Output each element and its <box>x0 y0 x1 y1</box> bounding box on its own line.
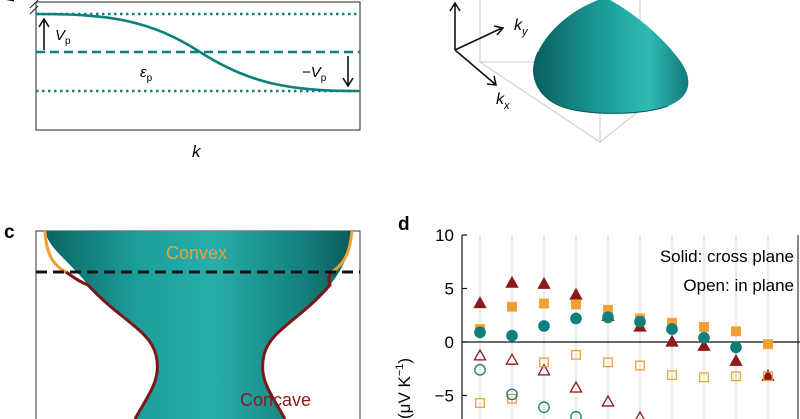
y-tick-label: 0 <box>445 333 454 352</box>
solid-square-point <box>699 322 709 332</box>
panel-a-k-axis-label: k <box>192 142 202 161</box>
open-circle-point <box>538 401 550 414</box>
label-eps-p: εp <box>140 64 153 84</box>
open-circle-point <box>474 363 486 376</box>
y-ticks: 10 5 0 −5 <box>435 226 467 406</box>
open-square-point <box>571 349 581 360</box>
legend-open: Open: in plane <box>683 276 794 295</box>
legend-solid: Solid: cross plane <box>660 247 794 266</box>
solid-square-point <box>571 299 581 310</box>
concave-label: Concave <box>240 390 311 410</box>
vp-up-arrow-icon <box>38 17 50 50</box>
open-square-point <box>635 360 645 371</box>
solid-triangle-point <box>473 296 487 309</box>
open-triangle-point <box>473 348 487 361</box>
e-axis-arrow-icon <box>449 1 461 50</box>
solid-triangle-point <box>729 353 743 366</box>
open-circle-point <box>506 388 518 401</box>
vp-down-arrow-icon <box>342 56 354 88</box>
open-triangle-point <box>635 410 645 419</box>
label-ky: ky <box>514 17 529 38</box>
cone-outline-front <box>533 51 669 114</box>
open-square-point <box>603 357 613 368</box>
open-square-point <box>667 370 677 381</box>
dirac-cone <box>533 0 689 114</box>
open-square-point <box>731 371 741 382</box>
open-square-point <box>763 371 773 382</box>
open-square-point <box>507 393 517 404</box>
solid-triangle-point <box>505 275 519 288</box>
solid-square-point <box>539 298 549 309</box>
open-triangle-point <box>601 394 615 407</box>
solid-square-point <box>507 301 517 312</box>
panel-a-axis-break <box>29 0 39 15</box>
open-triangle-point <box>537 363 551 376</box>
panel-d-letter: d <box>398 214 410 235</box>
convex-edge-left <box>43 230 67 274</box>
solid-triangle-point <box>697 338 711 351</box>
label-vp-top: Vp <box>55 27 71 47</box>
solid-square-point <box>731 326 741 337</box>
hourglass-body <box>45 231 352 419</box>
solid-circle-point <box>474 326 486 339</box>
open-square-point <box>699 372 709 383</box>
convex-label: Convex <box>166 243 227 263</box>
solid-circle-point <box>666 323 678 336</box>
solid-triangle-point <box>537 276 551 289</box>
solid-circle-point <box>506 329 518 342</box>
panel-d: d (μV K−1) 10 5 0 −5 Solid: cross plane Ope… <box>394 214 800 419</box>
solid-circle-point <box>538 320 550 332</box>
open-square-point <box>539 357 549 368</box>
panel-a-frame <box>35 1 361 131</box>
y-tick-label: 5 <box>445 280 454 299</box>
solid-triangle-point <box>665 334 679 347</box>
solid-circle-point <box>570 312 582 325</box>
open-triangle-point <box>505 352 519 365</box>
solid-circle-point <box>634 315 646 328</box>
open-triangle-point <box>569 380 583 393</box>
panel-b: ky kx <box>449 0 689 143</box>
panel-c-letter: c <box>4 222 15 243</box>
solid-circle-point <box>730 341 742 354</box>
convex-edge-right <box>331 230 354 274</box>
y-tick-label: −5 <box>435 387 454 406</box>
concave-edge-left <box>65 270 159 419</box>
panel-a-energy-axis-label: E <box>1 0 18 2</box>
label-kx: kx <box>496 91 510 112</box>
solid-circle-point <box>602 311 614 324</box>
panel-a: E Vp εp −Vp k <box>1 0 361 161</box>
solid-triangle-point <box>569 287 583 300</box>
kx-axis-arrow-icon <box>454 49 498 86</box>
ky-axis-arrow-icon <box>454 25 505 51</box>
open-square-point <box>475 398 485 408</box>
solid-square-point <box>763 339 773 350</box>
label-vp-bottom: −Vp <box>302 64 327 84</box>
y-axis-label: (μV K−1) <box>394 358 414 419</box>
open-circle-point <box>570 411 582 419</box>
chart-marks <box>473 275 775 419</box>
dispersion-curve <box>35 12 361 93</box>
concave-edge-right <box>261 270 334 419</box>
solid-circle-point <box>698 331 710 344</box>
panel-c: c Convex Concave <box>4 222 361 419</box>
y-tick-label: 10 <box>435 226 454 245</box>
